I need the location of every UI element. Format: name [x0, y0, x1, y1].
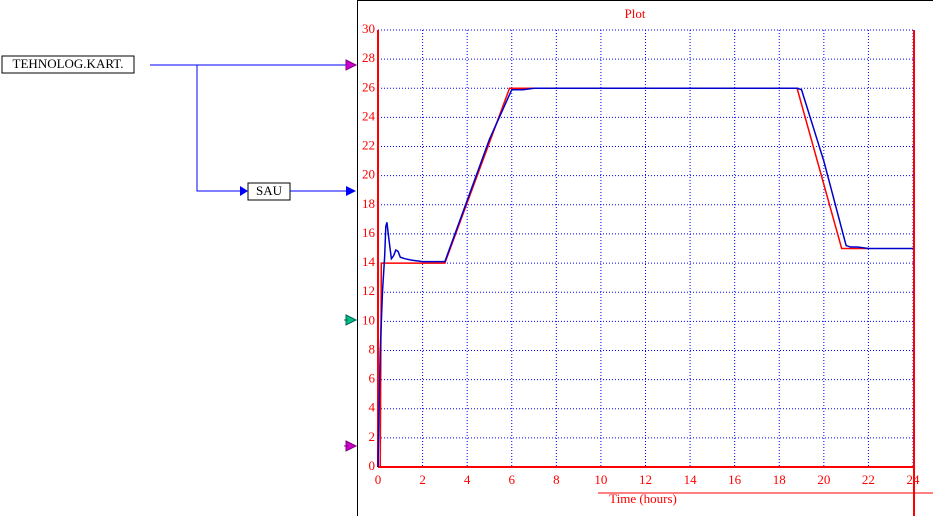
- y-tick-label: 10: [362, 312, 375, 327]
- x-tick-label: 2: [419, 472, 426, 487]
- x-tick-label: 0: [375, 472, 382, 487]
- port: [344, 314, 358, 326]
- block-label: TEHNOLOG.KART.: [13, 56, 124, 71]
- x-tick-label: 16: [728, 472, 742, 487]
- x-tick-label: 14: [684, 472, 698, 487]
- diagram: TEHNOLOG.KART. SAU: [1, 55, 358, 452]
- port: [345, 59, 358, 71]
- port: [346, 186, 356, 196]
- y-tick-label: 4: [369, 400, 376, 415]
- chart-title: Plot: [625, 6, 646, 21]
- y-tick-label: 18: [362, 196, 375, 211]
- x-tick-label: 8: [553, 472, 560, 487]
- x-tick-label: 6: [509, 472, 516, 487]
- y-tick-label: 30: [362, 21, 375, 36]
- block-box[interactable]: [1, 55, 135, 74]
- series-line: [377, 87, 913, 468]
- arrow: [240, 186, 248, 196]
- y-tick-label: 0: [369, 458, 376, 473]
- y-tick-label: 24: [362, 108, 376, 123]
- y-tick-label: 6: [369, 371, 376, 386]
- y-tick-label: 2: [369, 429, 376, 444]
- y-tick-label: 16: [362, 225, 376, 240]
- y-tick-label: 20: [362, 167, 375, 182]
- x-tick-label: 4: [464, 472, 471, 487]
- x-tick-label: 18: [773, 472, 786, 487]
- x-axis-label: Time (hours): [609, 491, 677, 506]
- x-tick-label: 20: [817, 472, 830, 487]
- series-line: [378, 87, 869, 468]
- plot-frame: [357, 0, 933, 516]
- y-tick-label: 14: [362, 254, 376, 269]
- connector: [150, 64, 346, 192]
- block-label: SAU: [256, 183, 283, 198]
- y-tick-label: 8: [369, 341, 376, 356]
- port: [344, 440, 358, 452]
- y-tick-label: 28: [362, 50, 375, 65]
- y-tick-label: 26: [362, 79, 376, 94]
- y-tick-label: 12: [362, 283, 375, 298]
- x-tick-label: 12: [639, 472, 652, 487]
- x-tick-label: 10: [594, 472, 607, 487]
- x-tick-label: 22: [862, 472, 875, 487]
- y-tick-label: 22: [362, 138, 375, 153]
